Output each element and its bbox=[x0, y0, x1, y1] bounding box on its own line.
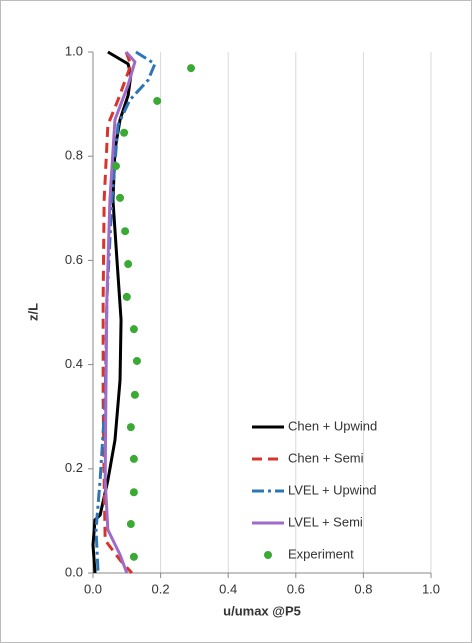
x-axis-title: u/umax @P5 bbox=[223, 603, 301, 618]
data-point bbox=[124, 260, 133, 269]
y-tick-label: 0.0 bbox=[65, 564, 83, 579]
data-point bbox=[132, 356, 141, 365]
data-point bbox=[129, 325, 138, 334]
data-point bbox=[121, 227, 130, 236]
data-point bbox=[122, 292, 131, 301]
y-tick-label: 0.4 bbox=[65, 356, 83, 371]
data-point bbox=[116, 193, 125, 202]
data-line bbox=[101, 51, 133, 575]
data-point bbox=[126, 520, 135, 529]
y-tick-label: 0.8 bbox=[65, 148, 83, 163]
legend-label: LVEL + Upwind bbox=[288, 482, 377, 497]
legend-label: LVEL + Semi bbox=[288, 514, 363, 529]
y-tick-label: 0.2 bbox=[65, 460, 83, 475]
data-line bbox=[94, 50, 157, 574]
data-point bbox=[130, 390, 139, 399]
x-tick-label: 1.0 bbox=[422, 581, 440, 596]
data-point bbox=[120, 128, 129, 137]
x-tick-label: 0.0 bbox=[84, 581, 102, 596]
y-tick-label: 0.6 bbox=[65, 252, 83, 267]
data-point bbox=[129, 488, 138, 497]
data-point bbox=[111, 162, 120, 171]
data-line bbox=[103, 51, 137, 574]
data-point bbox=[153, 96, 162, 105]
legend-label: Chen + Semi bbox=[288, 450, 364, 465]
x-tick-label: 0.6 bbox=[287, 581, 305, 596]
x-tick-label: 0.8 bbox=[354, 581, 372, 596]
x-tick-label: 0.4 bbox=[219, 581, 237, 596]
legend-label: Experiment bbox=[288, 546, 354, 561]
legend-marker bbox=[264, 551, 272, 559]
y-axis-title: z/L bbox=[25, 303, 40, 321]
data-point bbox=[187, 64, 196, 73]
y-tick-label: 1.0 bbox=[65, 43, 83, 58]
data-point bbox=[129, 552, 138, 561]
data-point bbox=[126, 423, 135, 432]
data-point bbox=[129, 454, 138, 463]
x-tick-label: 0.2 bbox=[152, 581, 170, 596]
legend-label: Chen + Upwind bbox=[288, 418, 377, 433]
